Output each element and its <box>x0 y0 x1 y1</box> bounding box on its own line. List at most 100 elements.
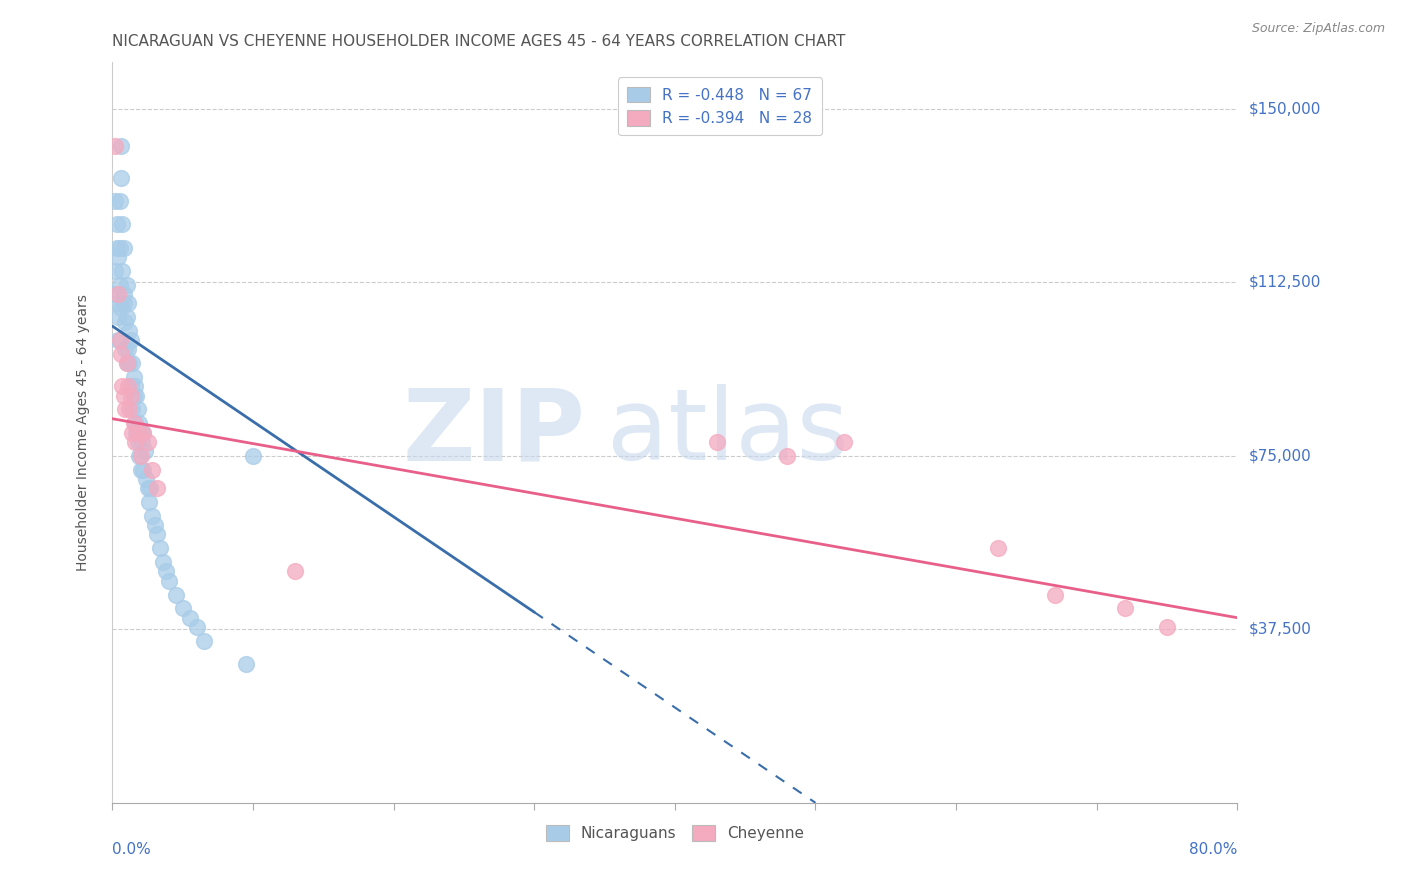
Text: Source: ZipAtlas.com: Source: ZipAtlas.com <box>1251 22 1385 36</box>
Point <box>112 240 135 255</box>
Text: 0.0%: 0.0% <box>112 842 152 856</box>
Point <box>155 565 177 579</box>
Point <box>118 324 141 338</box>
Text: NICARAGUAN VS CHEYENNE HOUSEHOLDER INCOME AGES 45 - 64 YEARS CORRELATION CHART: NICARAGUAN VS CHEYENNE HOUSEHOLDER INCOM… <box>112 34 846 49</box>
Point <box>112 388 135 402</box>
Point <box>136 434 159 449</box>
Point <box>141 508 163 523</box>
Point <box>121 425 143 440</box>
Point <box>152 555 174 569</box>
Point <box>117 379 139 393</box>
Text: ZIP: ZIP <box>402 384 585 481</box>
Point <box>165 588 187 602</box>
Point <box>110 138 132 153</box>
Point <box>111 263 134 277</box>
Point <box>146 481 169 495</box>
Point <box>127 402 149 417</box>
Point <box>1156 620 1178 634</box>
Point <box>105 218 128 232</box>
Point <box>107 250 129 264</box>
Point <box>128 417 150 431</box>
Point <box>132 425 155 440</box>
Point <box>128 449 150 463</box>
Point <box>114 402 136 417</box>
Point <box>121 402 143 417</box>
Point <box>141 462 163 476</box>
Point <box>108 333 131 347</box>
Point <box>120 379 142 393</box>
Point <box>132 462 155 476</box>
Point <box>127 434 149 449</box>
Point <box>132 425 155 440</box>
Point <box>157 574 180 588</box>
Point <box>149 541 172 556</box>
Point <box>832 434 855 449</box>
Point <box>122 417 145 431</box>
Point <box>118 402 141 417</box>
Point <box>111 379 134 393</box>
Point <box>112 286 135 301</box>
Point <box>115 310 138 324</box>
Point <box>105 240 128 255</box>
Point <box>193 633 215 648</box>
Point <box>104 138 127 153</box>
Legend: Nicaraguans, Cheyenne: Nicaraguans, Cheyenne <box>540 819 810 847</box>
Point <box>122 370 145 384</box>
Point <box>104 194 127 209</box>
Text: atlas: atlas <box>607 384 849 481</box>
Point <box>186 620 208 634</box>
Point <box>235 657 257 671</box>
Point <box>125 425 148 440</box>
Text: $150,000: $150,000 <box>1249 101 1320 116</box>
Point <box>120 388 142 402</box>
Point <box>127 425 149 440</box>
Point <box>143 518 166 533</box>
Text: $112,500: $112,500 <box>1249 275 1320 290</box>
Point <box>115 356 138 370</box>
Point <box>108 240 131 255</box>
Point <box>172 601 194 615</box>
Text: $37,500: $37,500 <box>1249 622 1312 637</box>
Point <box>114 314 136 328</box>
Point <box>108 194 131 209</box>
Text: $75,000: $75,000 <box>1249 449 1312 463</box>
Point <box>146 527 169 541</box>
Point <box>107 310 129 324</box>
Point <box>987 541 1010 556</box>
Point <box>118 356 141 370</box>
Point <box>117 296 139 310</box>
Point <box>706 434 728 449</box>
Point <box>105 296 128 310</box>
Point <box>242 449 264 463</box>
Point <box>129 425 152 440</box>
Point <box>135 472 157 486</box>
Point <box>103 286 125 301</box>
Point <box>110 301 132 315</box>
Point <box>114 343 136 357</box>
Point <box>138 495 160 509</box>
Point <box>117 343 139 357</box>
Point <box>134 444 156 458</box>
Point <box>111 218 134 232</box>
Point <box>131 434 153 449</box>
Point <box>129 449 152 463</box>
Point <box>284 565 307 579</box>
Point <box>122 388 145 402</box>
Point <box>110 171 132 186</box>
Point <box>107 333 129 347</box>
Point <box>104 263 127 277</box>
Point <box>120 333 142 347</box>
Point <box>136 481 159 495</box>
Y-axis label: Householder Income Ages 45 - 64 years: Householder Income Ages 45 - 64 years <box>76 294 90 571</box>
Text: 80.0%: 80.0% <box>1189 842 1237 856</box>
Point <box>1043 588 1066 602</box>
Point <box>107 286 129 301</box>
Point <box>115 277 138 292</box>
Point <box>179 610 201 624</box>
Point <box>115 356 138 370</box>
Point <box>776 449 799 463</box>
Point <box>124 417 146 431</box>
Point <box>110 347 132 361</box>
Point <box>125 388 148 402</box>
Point <box>124 434 146 449</box>
